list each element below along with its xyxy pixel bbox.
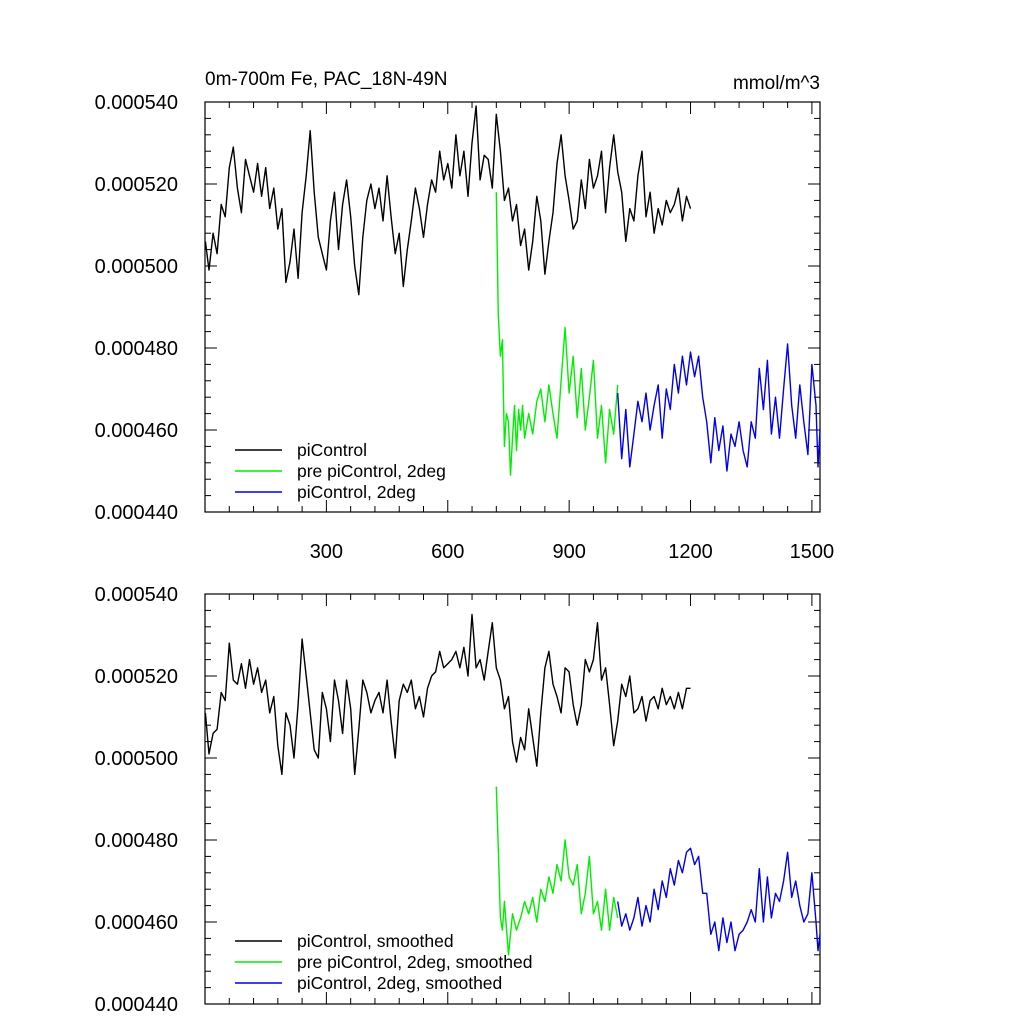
y-tick-label: 0.000440	[95, 502, 178, 524]
legend-label-1: piControl	[297, 440, 367, 460]
chart-panel-1: 0.000440 0.000460 0.000480 0.000500 0.000520…	[95, 69, 835, 563]
legend-label-3: piControl, 2deg	[297, 482, 416, 502]
series-line-3	[617, 343, 821, 472]
chart-panel-2: 0.000440 0.000460 0.000480 0.000500 0.000520…	[95, 584, 821, 1016]
series-line-2	[495, 786, 619, 956]
series-line-1	[204, 613, 691, 776]
y-tick-label: 0.000540	[95, 584, 178, 606]
y-tick-label: 0.000480	[95, 338, 178, 360]
plot-frame	[204, 593, 821, 1005]
legend-label-2: pre piControl, 2deg	[297, 461, 446, 481]
y-tick-label: 0.000500	[95, 748, 178, 770]
series-line-2	[495, 192, 619, 476]
legend-label-2: pre piControl, 2deg, smoothed	[297, 952, 532, 972]
y-tick-label: 0.000540	[95, 92, 178, 114]
units-label: mmol/m^3	[733, 73, 820, 94]
series-line-3	[617, 847, 821, 952]
x-tick-label: 1200	[668, 541, 713, 563]
series-line-1	[204, 105, 692, 296]
x-tick-label: 600	[431, 541, 464, 563]
y-tick-label: 0.000520	[95, 174, 178, 196]
y-tick-label: 0.000460	[95, 912, 178, 934]
y-tick-label: 0.000480	[95, 830, 178, 852]
chart-title: 0m-700m Fe, PAC_18N-49N	[205, 69, 448, 90]
x-tick-label: 300	[310, 541, 343, 563]
plot-frame	[204, 101, 821, 513]
y-tick-label: 0.000440	[95, 994, 178, 1016]
y-tick-label: 0.000460	[95, 420, 178, 442]
y-tick-label: 0.000500	[95, 256, 178, 278]
legend-label-1: piControl, smoothed	[297, 931, 454, 951]
x-tick-label: 1500	[790, 541, 835, 563]
legend-label-3: piControl, 2deg, smoothed	[297, 973, 502, 993]
y-tick-label: 0.000520	[95, 666, 178, 688]
x-tick-label: 900	[552, 541, 585, 563]
